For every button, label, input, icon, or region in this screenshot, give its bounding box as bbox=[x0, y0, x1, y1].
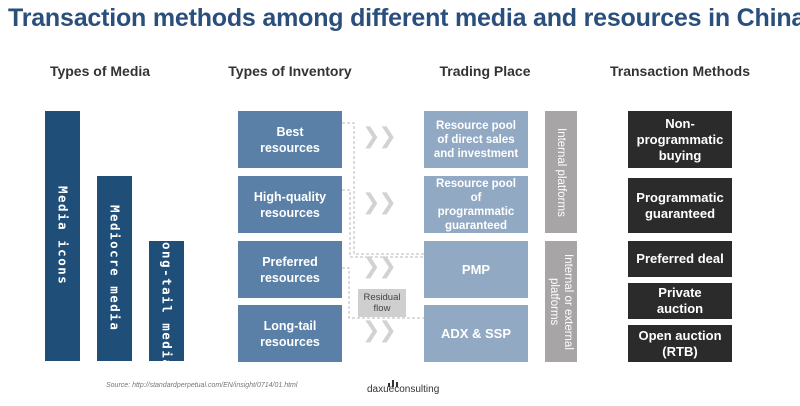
inventory-box-long-tail: Long-tail resources bbox=[238, 305, 342, 362]
trading-box-programmatic-guaranteed: Resource pool of programmatic guaranteed bbox=[424, 176, 528, 233]
daxue-logo: daxueconsulting bbox=[367, 384, 440, 395]
platform-label-internal-external: Internal or external platforms bbox=[548, 253, 574, 350]
chevron-icon: ❯❯ bbox=[362, 124, 397, 149]
connector-high-quality-to-pmp bbox=[342, 189, 424, 258]
platform-bar-internal: Internal platforms bbox=[545, 111, 577, 233]
media-label-long-tail: Long-tail media bbox=[159, 233, 175, 369]
column-header-trading: Trading Place bbox=[439, 63, 531, 79]
inventory-box-high-quality: High-quality resources bbox=[238, 176, 342, 233]
media-label-icons: Media icons bbox=[55, 186, 71, 286]
column-header-methods: Transaction Methods bbox=[609, 63, 751, 79]
inventory-box-best: Best resources bbox=[238, 111, 342, 168]
source-note: Source: http://standardperpetual.com/EN/… bbox=[106, 382, 298, 389]
page-title: Transaction methods among different medi… bbox=[8, 4, 800, 32]
media-bar-long-tail: Long-tail media bbox=[149, 233, 184, 369]
trading-box-pmp: PMP bbox=[424, 241, 528, 298]
media-bar-mediocre: Mediocre media bbox=[97, 176, 132, 361]
method-box-programmatic-guaranteed: Programmatic guaranteed bbox=[628, 178, 732, 233]
trading-box-direct-sales: Resource pool of direct sales and invest… bbox=[424, 111, 528, 168]
method-box-non-programmatic: Non- programmatic buying bbox=[628, 111, 732, 168]
residual-flow-label: Residual flow bbox=[358, 289, 406, 317]
chevron-icon: ❯❯ bbox=[362, 190, 397, 215]
platform-bar-internal-external: Internal or external platforms bbox=[545, 241, 577, 362]
connector-best-to-pmp bbox=[342, 122, 424, 255]
platform-label-internal: Internal platforms bbox=[555, 127, 567, 217]
column-header-inventory: Types of Inventory bbox=[228, 63, 352, 79]
media-label-mediocre: Mediocre media bbox=[107, 205, 123, 332]
method-box-private-auction: Private auction bbox=[628, 283, 732, 319]
method-box-open-auction: Open auction (RTB) bbox=[628, 325, 732, 362]
chevron-icon: ❯❯ bbox=[362, 254, 397, 279]
column-header-media: Types of Media bbox=[49, 63, 151, 79]
chevron-icon: ❯❯ bbox=[362, 318, 397, 343]
bar-chart-icon bbox=[388, 380, 398, 387]
method-box-preferred-deal: Preferred deal bbox=[628, 241, 732, 277]
media-bar-icons: Media icons bbox=[45, 111, 80, 361]
inventory-box-preferred: Preferred resources bbox=[238, 241, 342, 298]
connector-preferred-to-adx bbox=[342, 267, 424, 319]
trading-box-adx-ssp: ADX & SSP bbox=[424, 305, 528, 362]
